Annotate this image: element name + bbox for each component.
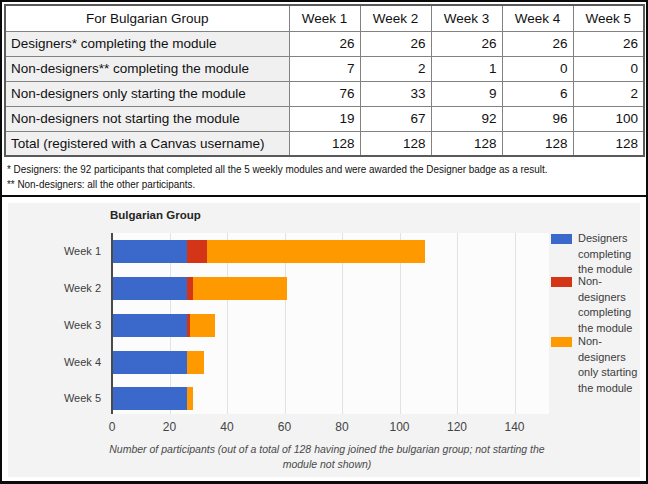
y-axis-line xyxy=(111,233,113,414)
value-cell: 26 xyxy=(502,31,573,56)
value-cell: 128 xyxy=(502,131,573,156)
bar-segment xyxy=(207,240,426,263)
table-header-row: For Bulgarian GroupWeek 1Week 2Week 3Wee… xyxy=(5,5,644,31)
value-cell: 33 xyxy=(360,81,431,106)
week-header-cell: Week 4 xyxy=(502,5,573,31)
x-tick-label: 60 xyxy=(265,420,305,434)
week-header-cell: Week 5 xyxy=(573,5,644,31)
table-row: Total (registered with a Canvas username… xyxy=(5,131,644,156)
bar-segment xyxy=(112,277,187,300)
value-cell: 26 xyxy=(573,31,644,56)
row-label-cell: Non-designers only starting the module xyxy=(5,81,289,106)
x-tick-label: 20 xyxy=(150,420,190,434)
value-cell: 76 xyxy=(289,81,360,106)
table-title-cell: For Bulgarian Group xyxy=(5,5,289,31)
bar-segment xyxy=(112,351,187,374)
bar-segment xyxy=(187,351,204,374)
value-cell: 92 xyxy=(431,106,502,131)
value-cell: 128 xyxy=(360,131,431,156)
table-row: Non-designers only starting the module76… xyxy=(5,81,644,106)
bar-segment xyxy=(193,277,288,300)
value-cell: 0 xyxy=(573,56,644,81)
table-row: Non-designers** completing the module721… xyxy=(5,56,644,81)
gridline xyxy=(515,233,516,414)
value-cell: 26 xyxy=(431,31,502,56)
x-tick-label: 120 xyxy=(437,420,477,434)
category-label: Week 5 xyxy=(8,392,101,404)
week-header-cell: Week 1 xyxy=(289,5,360,31)
value-cell: 7 xyxy=(289,56,360,81)
value-cell: 96 xyxy=(502,106,573,131)
bar-segment xyxy=(187,240,207,263)
value-cell: 6 xyxy=(502,81,573,106)
value-cell: 19 xyxy=(289,106,360,131)
value-cell: 2 xyxy=(360,56,431,81)
value-cell: 2 xyxy=(573,81,644,106)
x-tick-label: 80 xyxy=(322,420,362,434)
x-tick-label: 0 xyxy=(92,420,132,434)
value-cell: 1 xyxy=(431,56,502,81)
bar-segment xyxy=(112,314,187,337)
table-row: Designers* completing the module26262626… xyxy=(5,31,644,56)
week-header-cell: Week 3 xyxy=(431,5,502,31)
stacked-bar-chart: Bulgarian Group 0 20 40 60 80 100 120 140 Week 1… xyxy=(8,203,640,477)
section-divider xyxy=(2,195,646,197)
row-label-cell: Total (registered with a Canvas username… xyxy=(5,131,289,156)
legend-label: Non-designers only starting the module xyxy=(578,334,640,396)
chart-title: Bulgarian Group xyxy=(110,208,201,222)
value-cell: 0 xyxy=(502,56,573,81)
row-label-cell: Non-designers** completing the module xyxy=(5,56,289,81)
bar-segment xyxy=(187,387,193,410)
value-cell: 9 xyxy=(431,81,502,106)
footnote-line: * Designers: the 92 participants that co… xyxy=(7,162,547,177)
legend-swatch xyxy=(551,277,572,287)
value-cell: 26 xyxy=(289,31,360,56)
value-cell: 128 xyxy=(573,131,644,156)
value-cell: 128 xyxy=(289,131,360,156)
legend-swatch xyxy=(551,234,572,244)
value-cell: 67 xyxy=(360,106,431,131)
category-label: Week 1 xyxy=(8,245,101,257)
bar-segment xyxy=(112,387,187,410)
x-tick-label: 100 xyxy=(380,420,420,434)
x-tick-label: 140 xyxy=(495,420,535,434)
legend-label: Non-designers completing the module xyxy=(578,274,640,336)
legend-swatch xyxy=(551,337,572,347)
participation-table: For Bulgarian GroupWeek 1Week 2Week 3Wee… xyxy=(4,4,645,157)
bar-segment xyxy=(112,240,187,263)
row-label-cell: Designers* completing the module xyxy=(5,31,289,56)
footnote-line: ** Non-designers: all the other particip… xyxy=(7,177,547,192)
row-label-cell: Non-designers not starting the module xyxy=(5,106,289,131)
category-label: Week 3 xyxy=(8,319,101,331)
footnotes: * Designers: the 92 participants that co… xyxy=(7,162,607,192)
gridline xyxy=(457,233,458,414)
report-page: For Bulgarian GroupWeek 1Week 2Week 3Wee… xyxy=(0,0,648,484)
legend-label: Designers completing the module xyxy=(578,231,640,278)
value-cell: 128 xyxy=(431,131,502,156)
value-cell: 100 xyxy=(573,106,644,131)
category-label: Week 2 xyxy=(8,282,101,294)
value-cell: 26 xyxy=(360,31,431,56)
week-header-cell: Week 2 xyxy=(360,5,431,31)
x-axis-title: Number of participants (out of a total o… xyxy=(107,442,547,472)
x-tick-label: 40 xyxy=(207,420,247,434)
category-label: Week 4 xyxy=(8,356,101,368)
bar-segment xyxy=(190,314,216,337)
table-row: Non-designers not starting the module196… xyxy=(5,106,644,131)
